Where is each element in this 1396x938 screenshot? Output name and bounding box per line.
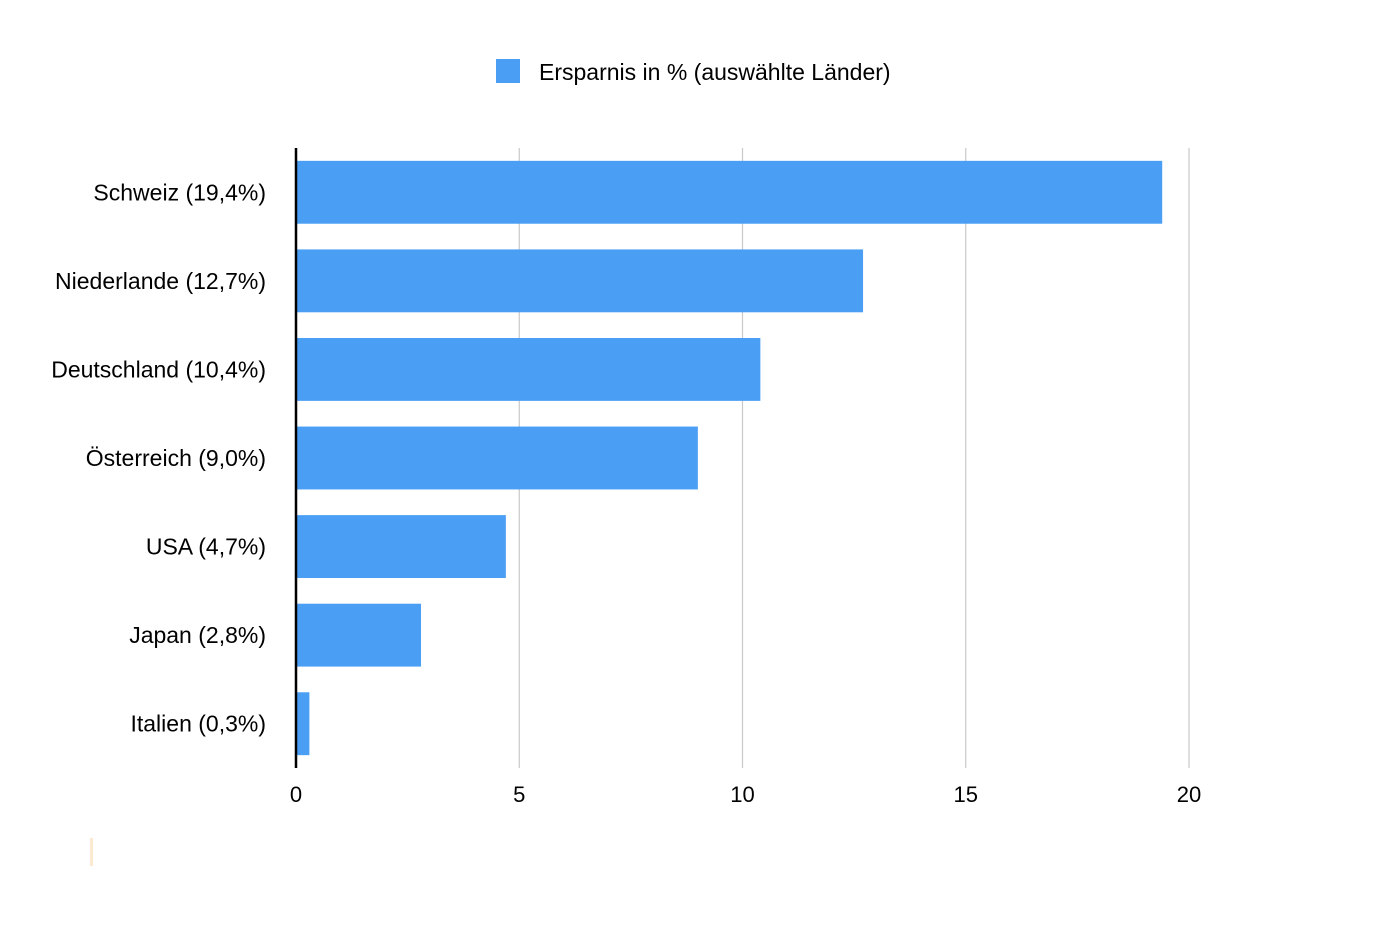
legend-label: Ersparnis in % (auswählte Länder) <box>539 59 891 85</box>
category-label: USA (4,7%) <box>146 534 266 560</box>
bar <box>296 160 1163 224</box>
category-label: Österreich (9,0%) <box>86 445 266 471</box>
x-tick-label: 15 <box>954 782 978 807</box>
category-labels: Schweiz (19,4%) Niederlande (12,7%) Deutsc… <box>51 179 266 736</box>
bar <box>296 337 761 401</box>
x-tick-label: 0 <box>290 782 302 807</box>
bars <box>296 160 1163 756</box>
bar <box>296 249 864 313</box>
x-tick-label: 20 <box>1177 782 1201 807</box>
category-label: Italien (0,3%) <box>130 711 266 737</box>
bar <box>296 603 422 667</box>
category-label: Deutschland (10,4%) <box>51 356 266 382</box>
x-tick-label: 10 <box>730 782 754 807</box>
legend-swatch <box>496 59 520 83</box>
category-label: Schweiz (19,4%) <box>93 179 266 205</box>
accent-mark <box>90 838 93 866</box>
bar <box>296 515 506 579</box>
legend: Ersparnis in % (auswählte Länder) <box>496 59 891 85</box>
x-axis-tick-labels: 0 5 10 15 20 <box>290 782 1201 807</box>
category-label: Japan (2,8%) <box>129 622 266 648</box>
x-tick-label: 5 <box>513 782 525 807</box>
bar <box>296 692 310 756</box>
bar <box>296 426 698 490</box>
category-label: Niederlande (12,7%) <box>55 268 266 294</box>
